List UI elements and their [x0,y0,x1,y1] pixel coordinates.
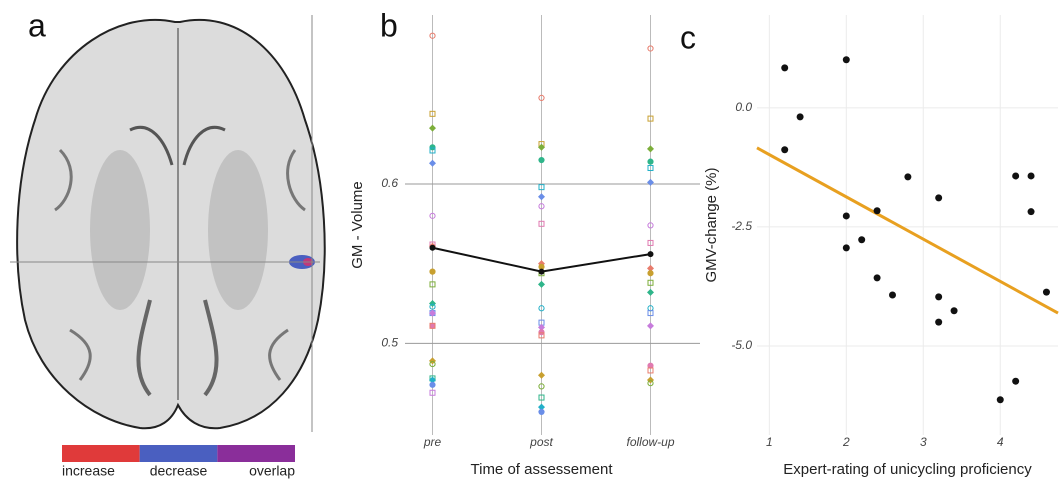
participant-point [538,281,545,288]
participant-point [539,330,544,335]
participant-point [647,145,654,152]
participant-point [647,322,654,329]
point [843,212,850,219]
participant-point [430,382,435,387]
point [997,396,1004,403]
colorbar-label: decrease [150,463,208,479]
participant-point [429,160,436,167]
y-axis-title: GM - Volume [349,181,366,269]
panel-letter: c [680,19,696,55]
participant-point [430,269,435,274]
x-axis-title: Expert-rating of unicycling proficiency [783,461,1032,478]
participant-point [647,179,654,186]
point [935,293,942,300]
x-axis-title: Time of assessement [471,461,614,478]
colorbar-segment [140,445,218,462]
point [874,274,881,281]
point [858,236,865,243]
x-tick-label: 1 [766,435,773,449]
point [1028,172,1035,179]
x-tick-label: pre [423,435,442,449]
y-tick-label: -2.5 [731,219,752,233]
panel-letter: b [380,7,398,43]
colorbar-label: increase [62,463,115,479]
x-tick-label: post [529,435,553,449]
mean-point [430,245,436,251]
point [935,194,942,201]
participant-point [647,289,654,296]
y-tick-label: 0.6 [381,176,398,190]
x-tick-label: follow-up [626,435,674,449]
point [904,173,911,180]
participant-point [539,409,544,414]
fit-line [757,148,1058,313]
participant-point [538,193,545,200]
participant-point [648,271,653,276]
point [1012,378,1019,385]
point [781,146,788,153]
point [874,207,881,214]
y-tick-label: 0.5 [381,336,398,350]
point [797,113,804,120]
brain-image [10,15,325,432]
y-tick-label: -5.0 [731,338,752,352]
point [843,244,850,251]
y-tick-label: 0.0 [735,100,752,114]
figure: a increase decrease overlap b GM - Volume Tim… [0,0,1064,483]
point [889,292,896,299]
y-axis-title: GMV-change (%) [703,167,720,282]
point [1043,289,1050,296]
x-tick-label: 4 [997,435,1004,449]
participant-point [538,372,545,379]
participant-point [539,157,544,162]
colorbar-label: overlap [249,463,295,479]
mean-point [539,269,545,275]
participant-point [429,125,436,132]
mean-point [648,251,654,257]
x-tick-label: 2 [842,435,850,449]
colorbar-segment [217,445,295,462]
point [1012,172,1019,179]
point [951,307,958,314]
point [843,56,850,63]
participant-point [648,159,653,164]
point [781,64,788,71]
participant-point [430,145,435,150]
colorbar-segment [62,445,140,462]
x-tick-label: 3 [920,435,927,449]
participant-point [430,323,435,328]
point [935,319,942,326]
panel-letter: a [28,7,46,43]
point [1028,208,1035,215]
